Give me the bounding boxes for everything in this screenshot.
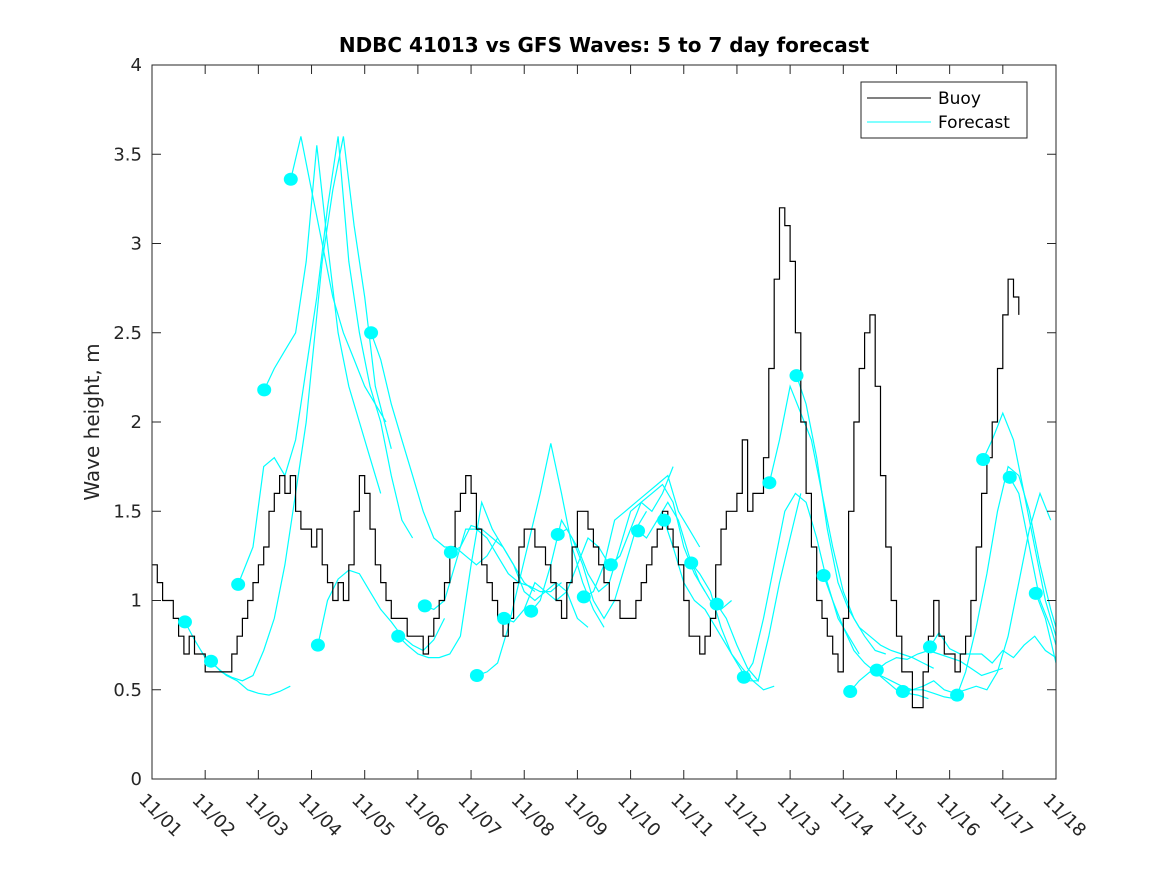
forecast-line [503, 537, 621, 623]
forecast-start-marker [922, 640, 937, 654]
legend: Buoy Forecast [860, 81, 1028, 139]
forecast-start-marker [550, 527, 565, 541]
y-axis-ticks: 0 0.5 1 1.5 2 2.5 3 3.5 4 [113, 55, 1056, 790]
plot-area [152, 65, 1056, 779]
y-tick-label: 2 [131, 412, 142, 433]
forecast-start-marker [603, 558, 618, 572]
forecast-start-marker [576, 590, 591, 604]
forecast-line [902, 491, 1052, 694]
forecast-line [184, 621, 291, 696]
chart-title: NDBC 41013 vs GFS Waves: 5 to 7 day fore… [339, 33, 870, 57]
y-tick-label: 2.5 [113, 323, 142, 344]
forecast-start-marker [950, 688, 965, 702]
y-tick-label: 3.5 [113, 144, 142, 165]
forecast-line [982, 411, 1057, 637]
forecast-start-marker [310, 638, 325, 652]
legend-box [860, 81, 1028, 139]
forecast-line [370, 332, 499, 566]
forecast-line [290, 136, 387, 423]
forecast-line [716, 493, 802, 683]
forecast-start-marker [789, 369, 804, 383]
forecast-start-marker [443, 545, 458, 559]
forecast-start-marker [816, 569, 831, 583]
forecast-start-marker [762, 476, 777, 490]
forecast-start-marker [417, 599, 432, 613]
y-axis-label: Wave height, m [80, 343, 104, 500]
forecast-start-marker [709, 597, 724, 611]
forecast-start-marker [204, 654, 219, 668]
plot-frame [151, 64, 1057, 780]
forecast-start-marker [469, 668, 484, 682]
forecast-line [743, 492, 860, 678]
forecast-line [583, 474, 701, 598]
forecast-start-marker [869, 663, 884, 677]
forecast-line [263, 145, 382, 494]
forecast-start-marker [976, 452, 991, 466]
forecast-line [690, 562, 775, 691]
forecast-start-marker [497, 611, 512, 625]
forecast-start-marker [364, 326, 379, 340]
forecast-start-marker [231, 577, 246, 591]
forecast-start-marker [895, 685, 910, 699]
forecast-line [424, 528, 562, 611]
y-tick-label: 1 [131, 591, 142, 612]
forecast-start-marker [1028, 586, 1043, 600]
legend-label-buoy: Buoy [938, 89, 981, 109]
forecast-start-marker [843, 685, 858, 699]
forecast-start-marker [736, 670, 751, 684]
forecast-start-marker [177, 615, 192, 629]
forecast-line [237, 136, 414, 585]
y-tick-label: 3 [131, 234, 142, 255]
forecast-start-marker [283, 172, 298, 186]
forecast-line [929, 631, 1057, 664]
forecast-start-marker [657, 513, 672, 527]
forecast-line [876, 649, 1003, 677]
forecast-line [768, 384, 886, 655]
buoy-line [152, 207, 1020, 709]
y-tick-label: 0.5 [113, 680, 142, 701]
forecast-start-marker [524, 604, 539, 618]
forecast-start-marker [631, 524, 646, 538]
y-tick-label: 4 [131, 55, 142, 76]
forecast-start-marker [391, 629, 406, 643]
forecast-start-marker [1002, 470, 1017, 484]
forecast-line [476, 443, 605, 677]
legend-label-forecast: Forecast [938, 113, 1010, 133]
forecast-start-marker [257, 383, 272, 397]
forecast-line [956, 465, 1057, 696]
forecast-line [1009, 477, 1057, 646]
forecast-line [530, 510, 648, 620]
series-layer [152, 136, 1057, 709]
forecast-line [1035, 593, 1057, 664]
y-tick-label: 0 [131, 769, 142, 790]
forecast-start-marker [684, 556, 699, 570]
y-tick-label: 1.5 [113, 501, 142, 522]
